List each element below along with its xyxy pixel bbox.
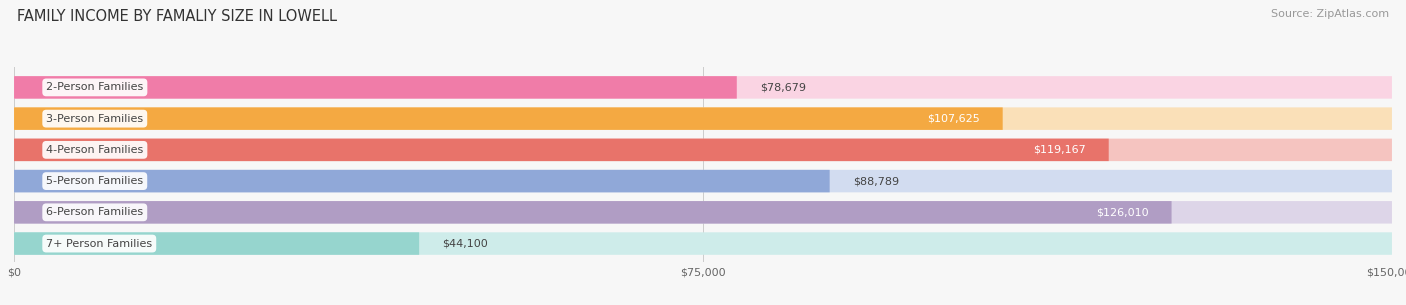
FancyBboxPatch shape — [14, 76, 737, 99]
Text: $78,679: $78,679 — [759, 82, 806, 92]
FancyBboxPatch shape — [14, 138, 1109, 161]
Text: $119,167: $119,167 — [1033, 145, 1085, 155]
FancyBboxPatch shape — [14, 170, 830, 192]
FancyBboxPatch shape — [14, 232, 419, 255]
FancyBboxPatch shape — [14, 107, 1002, 130]
Text: Source: ZipAtlas.com: Source: ZipAtlas.com — [1271, 9, 1389, 19]
FancyBboxPatch shape — [14, 170, 1392, 192]
Text: 6-Person Families: 6-Person Families — [46, 207, 143, 217]
Text: 7+ Person Families: 7+ Person Families — [46, 239, 152, 249]
FancyBboxPatch shape — [14, 76, 1392, 99]
Text: $126,010: $126,010 — [1097, 207, 1149, 217]
FancyBboxPatch shape — [14, 232, 1392, 255]
FancyBboxPatch shape — [14, 107, 1392, 130]
Text: $44,100: $44,100 — [441, 239, 488, 249]
Text: $88,789: $88,789 — [852, 176, 898, 186]
FancyBboxPatch shape — [14, 138, 1392, 161]
FancyBboxPatch shape — [14, 201, 1171, 224]
Text: 3-Person Families: 3-Person Families — [46, 114, 143, 124]
Text: 4-Person Families: 4-Person Families — [46, 145, 143, 155]
Text: 2-Person Families: 2-Person Families — [46, 82, 143, 92]
FancyBboxPatch shape — [14, 201, 1392, 224]
Text: FAMILY INCOME BY FAMALIY SIZE IN LOWELL: FAMILY INCOME BY FAMALIY SIZE IN LOWELL — [17, 9, 337, 24]
Text: $107,625: $107,625 — [927, 114, 980, 124]
Text: 5-Person Families: 5-Person Families — [46, 176, 143, 186]
